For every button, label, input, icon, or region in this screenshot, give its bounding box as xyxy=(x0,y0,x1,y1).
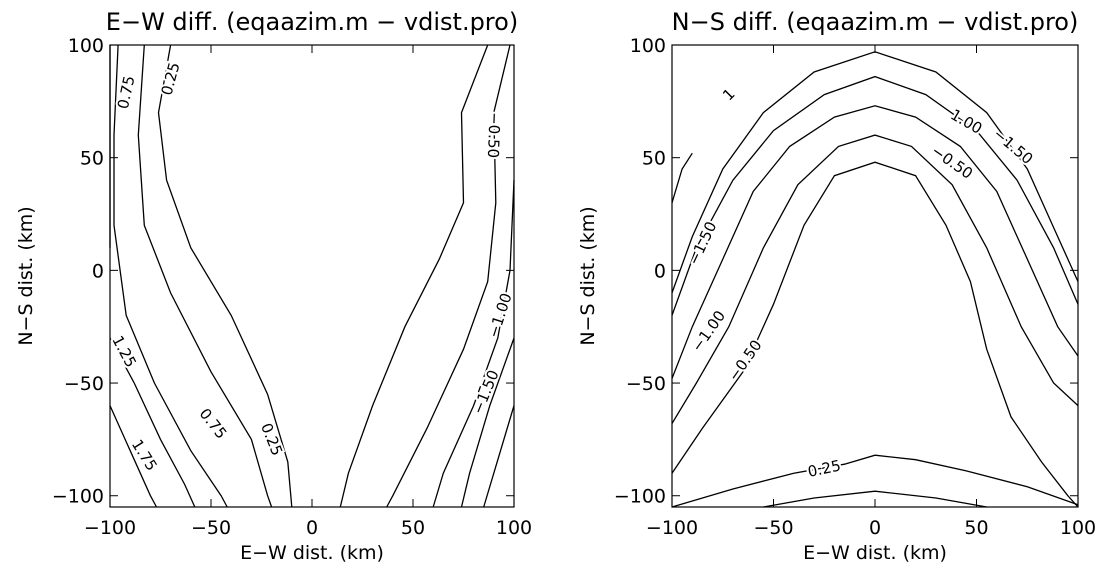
x-tick-label: −50 xyxy=(753,517,793,539)
contour-label: 0.25 xyxy=(257,421,286,459)
y-tick-label: −50 xyxy=(626,373,666,395)
y-tick-label: −100 xyxy=(614,486,666,508)
y-tick-label: −50 xyxy=(64,373,104,395)
contour-label: 0.25 xyxy=(806,456,842,481)
y-tick-label: 100 xyxy=(630,35,666,57)
y-axis-label: N−S dist. (km) xyxy=(577,206,599,345)
x-axis-label: E−W dist. (km) xyxy=(240,542,384,564)
contour-label: −0.50 xyxy=(484,112,504,159)
contour-line xyxy=(114,45,227,507)
ns-diff-panel: N−S diff. (eqaazim.m − vdist.pro) N−S di… xyxy=(577,8,1096,564)
contour-label: −0.50 xyxy=(725,337,766,385)
contour-label: 1 xyxy=(719,85,738,104)
x-tick-label: 100 xyxy=(496,517,532,539)
y-axis-label: N−S dist. (km) xyxy=(15,206,37,345)
contour-label: −1.00 xyxy=(484,291,515,340)
y-tick-label: 50 xyxy=(642,148,666,170)
x-tick-label: 0 xyxy=(869,517,881,539)
y-tick-label: 50 xyxy=(80,148,104,170)
y-tick-label: 100 xyxy=(68,35,104,57)
x-tick-label: 50 xyxy=(401,517,425,539)
axis-ticks: −100 −50 0 50 100 −100 −50 0 50 100 xyxy=(614,35,1096,539)
contour-lines: 1−1.50−1.00−0.501.00−1.50−0.500.25 xyxy=(672,52,1078,507)
y-tick-label: 0 xyxy=(654,260,666,282)
contour-lines: 0.250.75−0.50−1.00−1.501.251.750.75 0.25 xyxy=(108,45,515,507)
x-tick-label: 100 xyxy=(1060,517,1096,539)
contour-label: 0.25 xyxy=(158,60,184,97)
plot-frame xyxy=(110,45,514,507)
x-tick-label: 50 xyxy=(964,517,988,539)
contour-line xyxy=(672,153,692,203)
x-tick-label: −100 xyxy=(646,517,698,539)
contour-line xyxy=(672,52,1078,293)
contour-label: 1.00 xyxy=(947,106,985,138)
x-tick-label: −100 xyxy=(84,517,136,539)
contour-label: −1.50 xyxy=(469,367,503,416)
axis-ticks: −100 −50 0 50 100 −100 −50 0 50 100 xyxy=(52,35,532,539)
contour-label: 0.75 xyxy=(196,405,231,442)
contour-label: −1.50 xyxy=(990,125,1037,168)
x-tick-label: 0 xyxy=(306,517,318,539)
ew-diff-panel: E−W diff. (eqaazim.m − vdist.pro) N−S di… xyxy=(15,8,532,564)
y-tick-label: 0 xyxy=(92,260,104,282)
x-axis-label: E−W dist. (km) xyxy=(803,542,947,564)
contour-line xyxy=(672,77,1078,316)
contour-label: −0.50 xyxy=(928,142,976,183)
y-tick-label: −100 xyxy=(52,486,104,508)
contour-label: 0.75 xyxy=(114,74,139,110)
contour-line xyxy=(462,338,515,507)
chart-title: N−S diff. (eqaazim.m − vdist.pro) xyxy=(672,8,1079,36)
chart-title: E−W diff. (eqaazim.m − vdist.pro) xyxy=(106,8,518,36)
contour-label: −1.00 xyxy=(688,307,729,355)
contour-line xyxy=(484,406,514,507)
contour-line xyxy=(340,45,487,507)
x-tick-label: −50 xyxy=(191,517,231,539)
plot-frame xyxy=(672,45,1078,507)
